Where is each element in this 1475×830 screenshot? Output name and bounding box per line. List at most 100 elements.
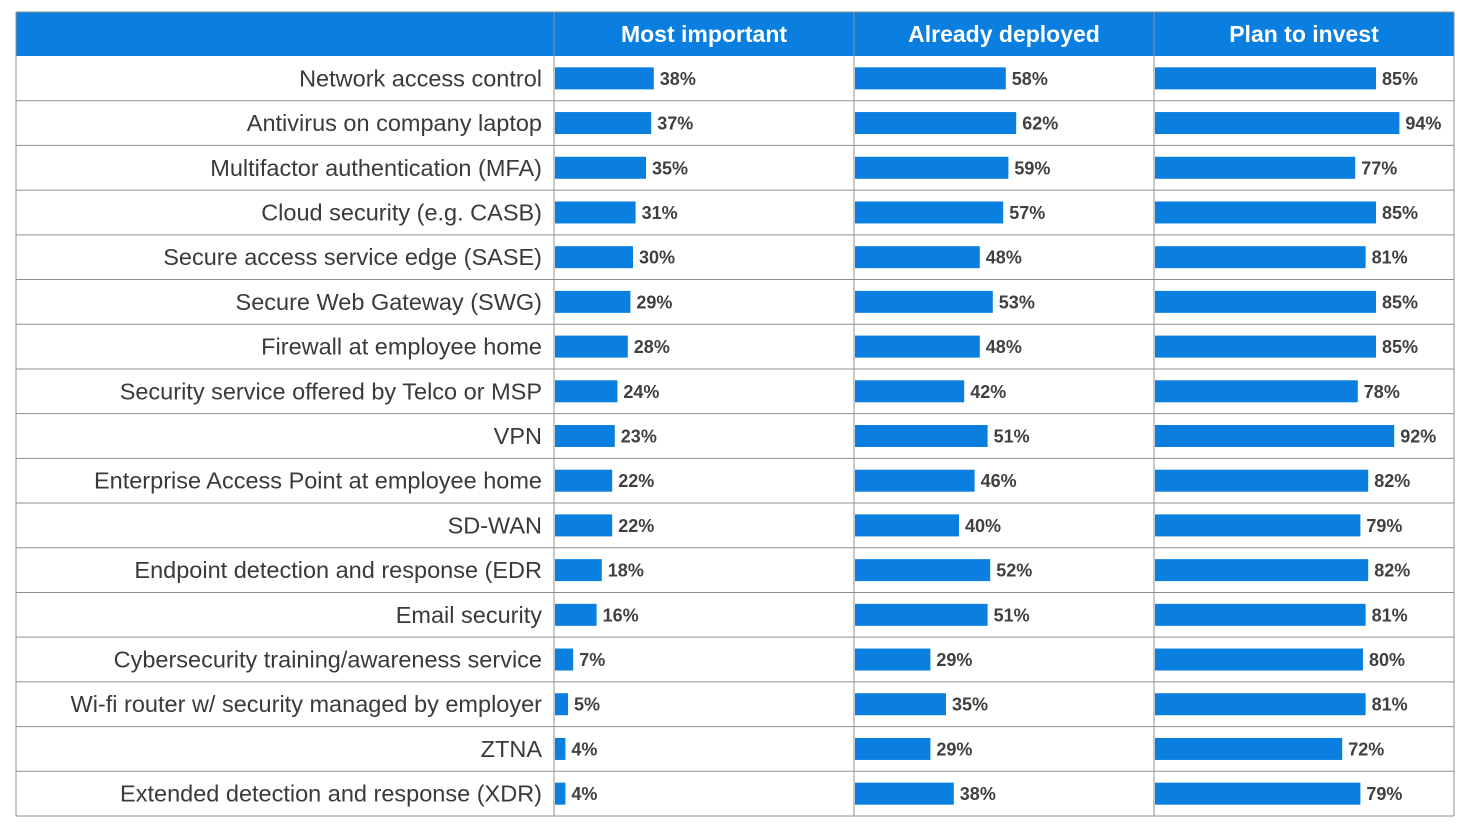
bar	[555, 246, 633, 269]
bar	[855, 201, 1004, 224]
bar-value-label: 23%	[621, 427, 657, 447]
bar	[1155, 335, 1376, 358]
bar-value-label: 37%	[657, 114, 693, 134]
bar	[555, 290, 631, 313]
row-label: Cybersecurity training/awareness service	[114, 647, 542, 673]
bar-value-label: 48%	[986, 248, 1022, 268]
bar-value-label: 4%	[571, 784, 597, 804]
row-label: VPN	[494, 423, 542, 449]
bar-value-label: 30%	[639, 248, 675, 268]
bar-value-label: 28%	[634, 337, 670, 357]
bar-value-label: 29%	[936, 739, 972, 759]
bar-value-label: 92%	[1400, 427, 1436, 447]
bar	[1155, 559, 1369, 582]
bar-value-label: 38%	[660, 69, 696, 89]
row-label: Extended detection and response (XDR)	[120, 781, 542, 807]
column-header-1: Most important	[621, 21, 787, 47]
bars-layer	[555, 67, 1400, 805]
bar-value-label: 85%	[1382, 292, 1418, 312]
row-label: Network access control	[299, 65, 542, 91]
bar-value-label: 78%	[1364, 382, 1400, 402]
bar-value-label: 80%	[1369, 650, 1405, 670]
bar-value-label: 85%	[1382, 203, 1418, 223]
bar-value-label: 18%	[608, 561, 644, 581]
bar-value-label: 4%	[571, 739, 597, 759]
bar-value-label: 16%	[603, 605, 639, 625]
bar	[1155, 693, 1366, 716]
bar	[555, 603, 597, 626]
bar-value-label: 62%	[1022, 114, 1058, 134]
row-label: Multifactor authentication (MFA)	[210, 155, 542, 181]
bar-value-label: 51%	[994, 427, 1030, 447]
row-label: Firewall at employee home	[261, 334, 542, 360]
bar	[855, 469, 975, 492]
bar-value-label: 24%	[623, 382, 659, 402]
row-label: Endpoint detection and response (EDR	[134, 557, 542, 583]
bar-value-label: 59%	[1014, 158, 1050, 178]
row-label: Secure access service edge (SASE)	[163, 244, 542, 270]
bar	[1155, 514, 1361, 537]
bar	[1155, 156, 1356, 179]
bar	[855, 290, 993, 313]
row-label: Enterprise Access Point at employee home	[94, 468, 542, 494]
bar-value-label: 29%	[636, 292, 672, 312]
bar-value-label: 42%	[970, 382, 1006, 402]
bar	[1155, 648, 1363, 671]
bar-value-label: 35%	[652, 158, 688, 178]
bar-value-label: 40%	[965, 516, 1001, 536]
bar-value-label: 31%	[642, 203, 678, 223]
bar-value-label: 85%	[1382, 337, 1418, 357]
bar-value-label: 7%	[579, 650, 605, 670]
bar	[855, 559, 991, 582]
bar	[555, 156, 646, 179]
bar	[855, 156, 1009, 179]
bar-value-label: 77%	[1361, 158, 1397, 178]
bar	[555, 514, 613, 537]
bar	[555, 67, 654, 90]
bar-value-label: 22%	[618, 471, 654, 491]
row-label: SD-WAN	[448, 512, 542, 538]
bar-value-label: 82%	[1374, 471, 1410, 491]
bar	[855, 425, 988, 447]
bar	[555, 693, 568, 716]
bar-value-label: 52%	[996, 561, 1032, 581]
bar-value-label: 38%	[960, 784, 996, 804]
bar	[855, 603, 988, 626]
bar	[1155, 67, 1376, 90]
bar	[855, 648, 931, 671]
bar-value-label: 29%	[936, 650, 972, 670]
bar	[855, 67, 1006, 90]
bar	[855, 693, 946, 716]
bar-value-label: 79%	[1366, 516, 1402, 536]
column-header-3: Plan to invest	[1229, 21, 1379, 47]
bar	[855, 112, 1017, 135]
bar	[555, 380, 618, 403]
bar	[1155, 603, 1366, 626]
bar	[555, 112, 652, 135]
bar	[555, 559, 602, 582]
bar	[555, 425, 615, 447]
bar-value-label: 72%	[1348, 739, 1384, 759]
row-label: Antivirus on company laptop	[247, 110, 542, 136]
bar	[855, 380, 965, 403]
bar-value-label: 81%	[1372, 248, 1408, 268]
bar	[1155, 246, 1366, 269]
bar	[855, 335, 980, 358]
bar	[1155, 737, 1343, 760]
row-label: Wi-fi router w/ security managed by empl…	[71, 691, 543, 717]
bar-value-label: 22%	[618, 516, 654, 536]
bar-value-label: 81%	[1372, 695, 1408, 715]
column-header-2: Already deployed	[908, 21, 1100, 47]
bar	[855, 737, 931, 760]
bar	[1155, 201, 1376, 224]
bar-value-label: 79%	[1366, 784, 1402, 804]
bar	[1155, 425, 1395, 447]
grid-layer	[15, 11, 1455, 817]
bar-value-label: 51%	[994, 605, 1030, 625]
bar	[855, 246, 980, 269]
bar-value-label: 94%	[1405, 114, 1441, 134]
bar	[555, 201, 636, 224]
bar	[855, 514, 959, 537]
bar	[555, 469, 613, 492]
bar-value-label: 57%	[1009, 203, 1045, 223]
